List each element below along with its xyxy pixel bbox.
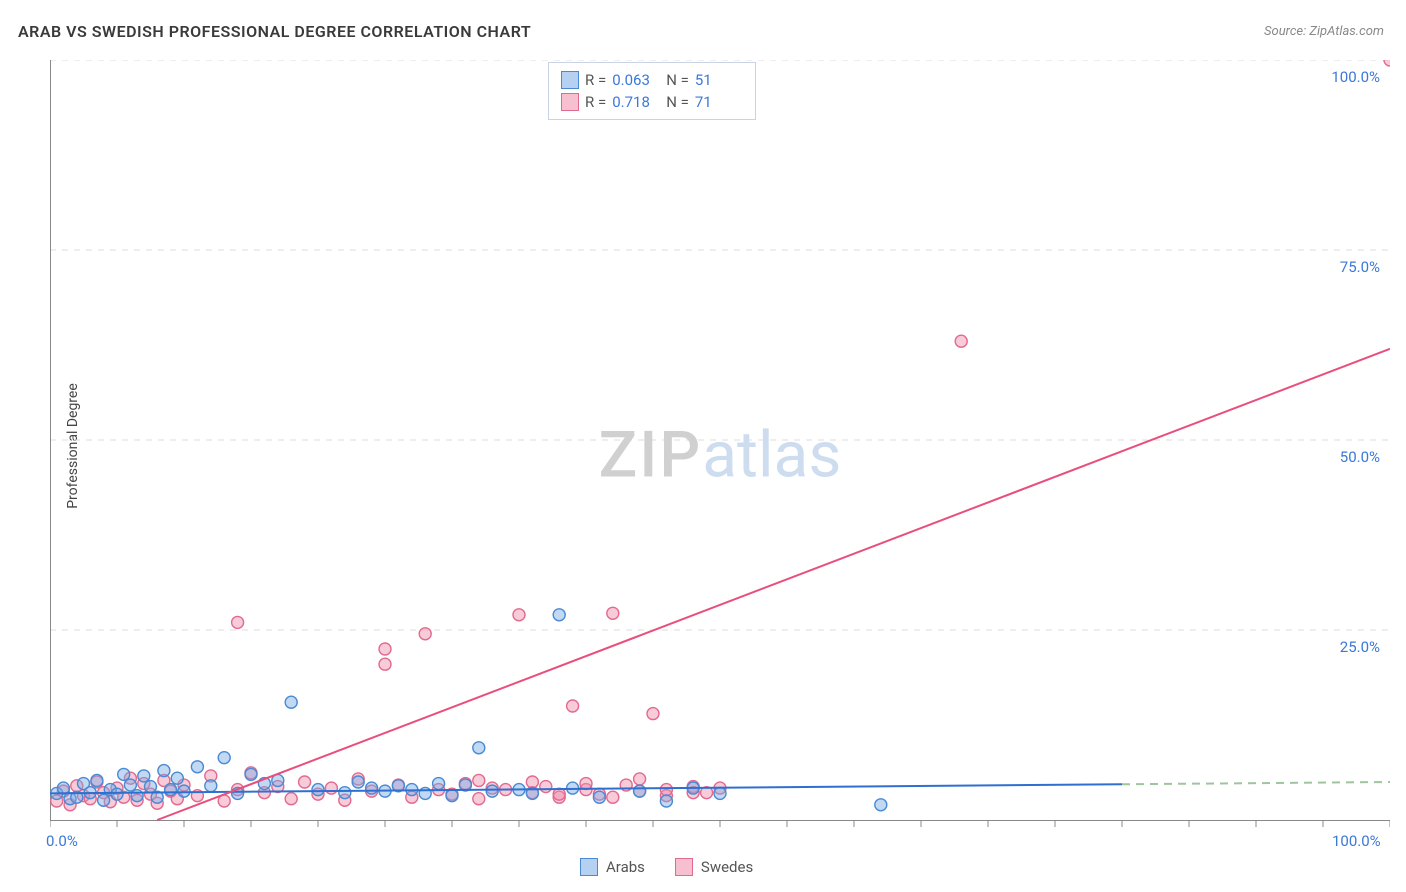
y-tick-label: 25.0% (1320, 638, 1380, 656)
stats-box: R = 0.063 N = 51 R = 0.718 N = 71 (548, 62, 756, 120)
legend-item: Arabs (580, 858, 645, 876)
r-value: 0.718 (612, 91, 660, 113)
stats-row: R = 0.063 N = 51 (561, 69, 743, 91)
chart-svg (50, 60, 1390, 850)
n-value: 71 (695, 91, 743, 113)
legend-item: Swedes (675, 858, 753, 876)
legend-label: Swedes (701, 858, 753, 876)
legend-swatch (675, 858, 693, 876)
legend-label: Arabs (606, 858, 645, 876)
r-value: 0.063 (612, 69, 660, 91)
legend-swatch (580, 858, 598, 876)
n-value: 51 (695, 69, 743, 91)
n-label: N = (666, 91, 689, 113)
y-tick-label: 75.0% (1320, 258, 1380, 276)
bottom-legend: Arabs Swedes (580, 858, 753, 876)
x-min-label: 0.0% (46, 832, 78, 850)
legend-swatch (561, 71, 579, 89)
legend-swatch (561, 93, 579, 111)
r-label: R = (585, 91, 606, 113)
r-label: R = (585, 69, 606, 91)
y-tick-label: 100.0% (1320, 68, 1380, 86)
n-label: N = (666, 69, 689, 91)
chart-container: ARAB VS SWEDISH PROFESSIONAL DEGREE CORR… (0, 0, 1406, 892)
chart-title: ARAB VS SWEDISH PROFESSIONAL DEGREE CORR… (18, 22, 531, 41)
y-tick-label: 50.0% (1320, 448, 1380, 466)
source-label: Source: ZipAtlas.com (1264, 24, 1384, 39)
stats-row: R = 0.718 N = 71 (561, 91, 743, 113)
plot-area: ZIPatlas (50, 60, 1390, 850)
x-max-label: 100.0% (1332, 832, 1381, 850)
